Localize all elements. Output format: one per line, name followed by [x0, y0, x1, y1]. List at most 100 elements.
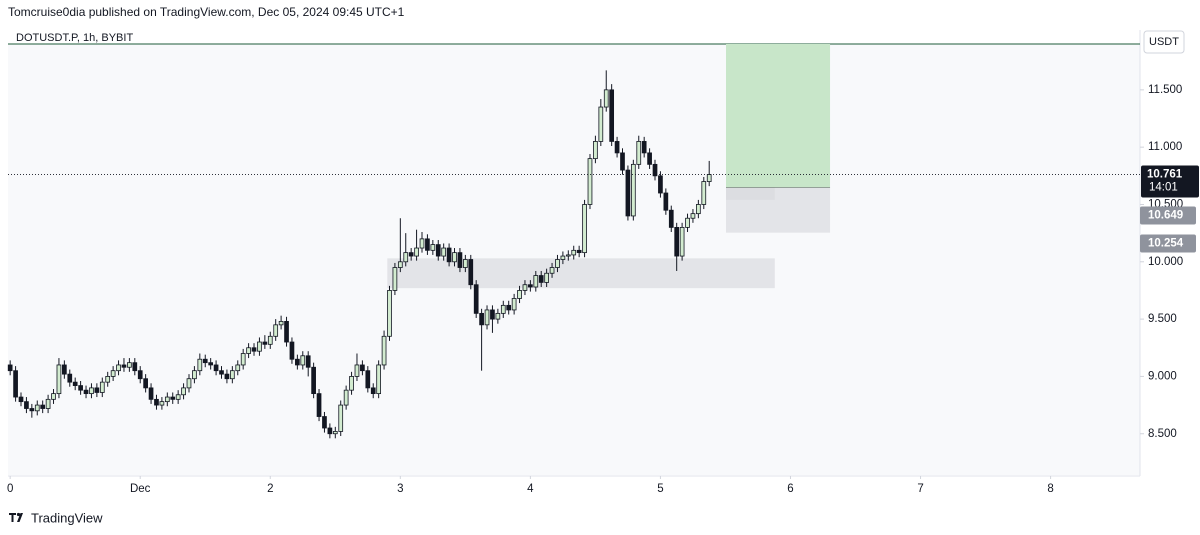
candle-body — [305, 355, 311, 368]
candle-body — [284, 320, 289, 343]
entry-price-tag-label: 10.649 — [1148, 210, 1183, 222]
candle-body — [609, 89, 615, 142]
candle-body — [652, 163, 658, 177]
candle-body — [186, 378, 192, 389]
candle-body — [690, 213, 696, 219]
candle-body — [419, 238, 425, 249]
candle-body — [246, 347, 251, 354]
candle-body — [181, 387, 186, 396]
candle-body — [105, 376, 111, 383]
candle-body — [240, 353, 246, 366]
candle-body — [89, 387, 94, 395]
candle-body — [148, 387, 154, 400]
candle-body — [219, 370, 224, 375]
candle-body — [349, 376, 354, 391]
y-tick-label: 9.000 — [1148, 370, 1177, 382]
candle-body — [208, 362, 214, 366]
y-tick-label: 8.500 — [1148, 428, 1177, 440]
candle-body — [62, 364, 67, 375]
last-price-label: 10.761 — [1147, 169, 1183, 181]
candle-body — [533, 275, 539, 288]
candle-body — [322, 416, 327, 429]
candle-body — [598, 106, 604, 142]
candle-body — [67, 373, 73, 383]
brand: TradingView — [31, 510, 103, 525]
candle-body — [381, 335, 387, 366]
loss-zone — [725, 187, 831, 233]
candle-body — [587, 158, 593, 205]
candle-body — [582, 204, 587, 254]
profit-zone — [725, 44, 831, 188]
currency[interactable]: USDT — [1149, 36, 1179, 48]
brand-logo — [9, 512, 23, 522]
candle-body — [658, 175, 663, 194]
candle-body — [13, 370, 18, 398]
candle-body — [392, 267, 398, 291]
candle-body — [544, 272, 549, 283]
stop-price-tag-label: 10.254 — [1148, 238, 1184, 250]
plot-layer: 0 Dec 2 3 4 5 6 7 88.5009.0009.50010.00010.50011… — [7, 44, 1199, 495]
candle-body — [511, 298, 517, 311]
candle-body — [620, 152, 625, 171]
y-tick-label: 11.500 — [1148, 84, 1182, 96]
candle-body — [262, 341, 268, 345]
currency-box[interactable] — [1143, 30, 1185, 54]
y-tick-label: 10.000 — [1148, 256, 1183, 268]
candle-body — [251, 347, 257, 352]
candle-body — [555, 259, 560, 268]
candle-body — [603, 89, 609, 108]
candle-body — [517, 290, 522, 299]
candle-body — [132, 362, 138, 372]
candle-body — [468, 259, 474, 286]
candle-body — [435, 244, 441, 257]
candle-body — [295, 358, 300, 366]
candle-body — [7, 364, 13, 372]
candle-body — [479, 312, 484, 326]
x-tick-label: 2 — [267, 483, 273, 495]
candle-body — [408, 252, 414, 257]
candle-body — [143, 378, 148, 389]
candle-body — [576, 249, 582, 254]
candle-body — [571, 249, 577, 256]
candle-body — [500, 304, 506, 314]
candle-body — [170, 396, 176, 400]
candle-body — [360, 364, 365, 372]
candle-body — [696, 204, 701, 215]
symbol-title: DOTUSDT.P, 1h, BYBIT — [16, 32, 133, 44]
x-tick-label: Dec — [130, 483, 151, 495]
candle-body — [370, 387, 376, 395]
candle-body — [636, 141, 642, 165]
candle-body — [121, 364, 127, 368]
candle-body — [278, 320, 284, 326]
candle-body — [679, 227, 685, 257]
y-tick-label: 9.500 — [1148, 313, 1177, 325]
candle-body — [625, 169, 631, 217]
x-tick-label: 8 — [1047, 483, 1053, 495]
candle-body — [495, 312, 501, 320]
candle-body — [414, 247, 419, 257]
candle-body — [316, 393, 322, 417]
candle-body — [116, 364, 121, 372]
stop-price-tag — [1140, 234, 1196, 253]
candle-body — [674, 227, 680, 257]
candle-body — [192, 370, 197, 380]
candle-body — [327, 427, 333, 435]
candle-body — [641, 141, 647, 154]
candle-body — [549, 267, 555, 274]
candle-body — [647, 152, 652, 165]
candle-body — [300, 355, 306, 366]
candle-body — [29, 408, 35, 412]
candle-body — [565, 254, 571, 257]
candle-body — [137, 370, 143, 380]
x-tick-label: 4 — [527, 483, 534, 495]
candle-body — [560, 255, 566, 260]
candle-body — [668, 209, 674, 228]
candle-body — [457, 252, 463, 268]
candle-body — [425, 238, 430, 251]
candle-body — [224, 373, 230, 380]
candle-body — [663, 192, 669, 211]
x-tick-label: 3 — [397, 483, 403, 495]
candle-body — [338, 404, 344, 432]
publisher: Tomcruise0dia published on TradingView.c… — [8, 5, 405, 19]
candle-body — [538, 275, 544, 283]
